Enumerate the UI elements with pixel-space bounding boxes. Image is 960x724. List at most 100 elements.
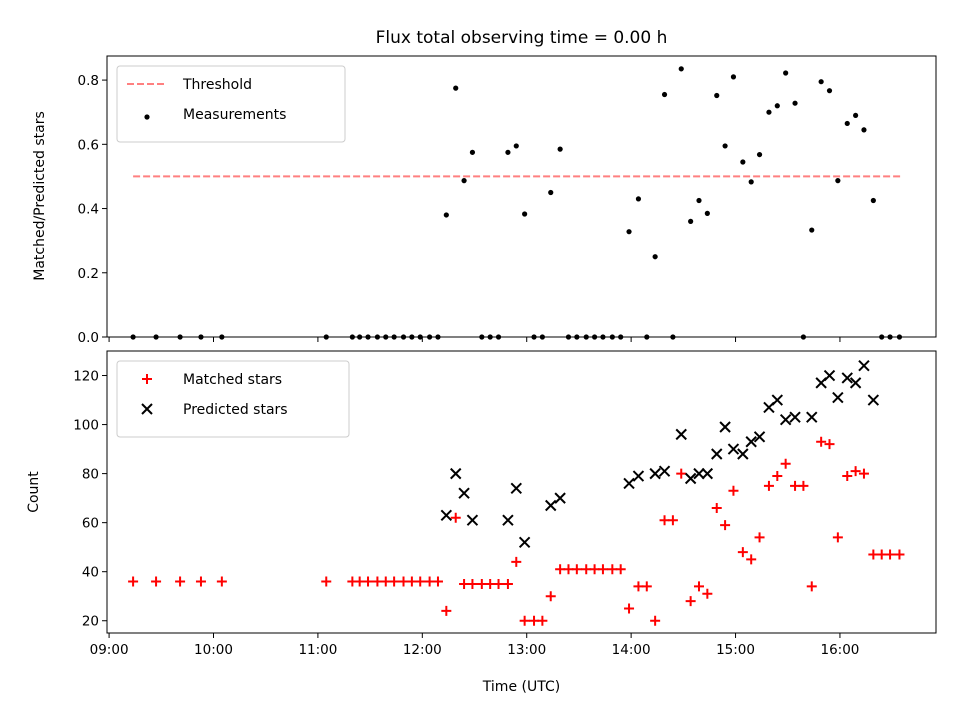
measurement-point xyxy=(730,74,737,80)
x-tick-label: 16:00 xyxy=(820,642,859,658)
matched-star-point xyxy=(406,576,417,587)
matched-star-point xyxy=(894,549,905,560)
matched-star-point xyxy=(363,576,374,587)
matched-star-point xyxy=(415,576,426,587)
matched-star-point xyxy=(824,439,835,450)
predicted-star-point xyxy=(502,514,514,526)
measurement-point xyxy=(835,178,841,184)
matched-star-point xyxy=(476,578,487,589)
matched-star-point xyxy=(589,564,600,575)
predicted-star-point xyxy=(789,411,801,423)
matched-star-point xyxy=(842,471,853,482)
measurement-point xyxy=(740,159,746,165)
matched-star-point xyxy=(858,468,869,479)
legend-measurement-swatch xyxy=(144,114,150,120)
x-tick-label: 10:00 xyxy=(194,642,233,658)
x-tick-label: 14:00 xyxy=(612,642,651,658)
measurement-point xyxy=(652,254,658,260)
matched-star-point xyxy=(607,564,618,575)
measurement-point xyxy=(722,143,728,149)
matched-star-point xyxy=(485,578,496,589)
matched-star-point xyxy=(754,532,765,543)
legend-matched-swatch xyxy=(142,374,152,384)
predicted-star-point xyxy=(858,360,870,372)
matched-star-point xyxy=(832,532,843,543)
measurement-point xyxy=(756,151,763,158)
bottom-panel: 20 40 60 80 100 120 09:00 10:00 11:00 12:00 13:00 1… xyxy=(73,350,937,658)
bottom-y-axis-label: Count xyxy=(26,471,42,513)
predicted-star-point xyxy=(823,369,836,382)
matched-star-point xyxy=(511,556,522,567)
predicted-star-point xyxy=(466,514,479,526)
legend-label: Predicted stars xyxy=(183,402,288,418)
legend-label: Threshold xyxy=(182,77,252,93)
measurement-point xyxy=(688,218,694,224)
measurement-point xyxy=(661,91,668,98)
measurement-point xyxy=(704,210,710,216)
matched-star-point xyxy=(693,581,704,592)
measurement-point xyxy=(453,85,459,91)
x-tick-label: 09:00 xyxy=(90,642,129,658)
matched-star-point xyxy=(195,576,206,587)
measurement-point xyxy=(818,79,824,85)
bottom-y-tick-label: 60 xyxy=(82,516,99,532)
matched-star-point xyxy=(650,615,661,626)
matched-star-point xyxy=(850,466,861,477)
matched-star-point xyxy=(885,549,896,560)
legend-predicted-swatch xyxy=(141,403,153,415)
predicted-star-point xyxy=(649,467,661,480)
matched-star-point xyxy=(633,581,644,592)
matched-star-point xyxy=(563,564,574,575)
measurement-point xyxy=(748,179,754,185)
measurement-point xyxy=(635,196,642,202)
matched-star-point xyxy=(728,485,739,496)
matched-star-point xyxy=(720,520,731,531)
measurement-point xyxy=(513,143,519,149)
predicted-star-point xyxy=(545,499,557,512)
matched-star-point xyxy=(467,578,478,589)
measurement-point xyxy=(844,120,850,127)
measurement-point xyxy=(714,92,720,99)
bottom-y-tick-label: 120 xyxy=(73,369,99,385)
matched-star-point xyxy=(441,605,452,616)
matched-star-point xyxy=(380,576,391,587)
matched-star-point xyxy=(450,512,461,523)
matched-star-point xyxy=(615,564,626,575)
measurement-point xyxy=(783,70,789,76)
measurement-point xyxy=(861,127,867,133)
predicted-star-point xyxy=(632,470,645,482)
matched-star-point xyxy=(790,480,801,491)
bottom-y-tick-label: 40 xyxy=(82,565,99,581)
matched-star-point xyxy=(702,588,713,599)
top-y-tick-label: 0.8 xyxy=(78,73,99,89)
predicted-star-point xyxy=(832,391,844,404)
measurement-point xyxy=(678,66,684,72)
measurement-point xyxy=(809,227,815,233)
bottom-axes-frame xyxy=(106,350,937,634)
predicted-star-point xyxy=(554,492,566,504)
matched-star-point xyxy=(555,564,566,575)
matched-star-point xyxy=(151,576,162,587)
matched-star-point xyxy=(581,564,592,575)
matched-star-point xyxy=(685,596,696,607)
matched-star-point xyxy=(597,564,608,575)
matched-star-point xyxy=(667,515,678,526)
matched-star-point xyxy=(502,578,513,589)
predicted-star-point xyxy=(849,377,862,389)
measurement-point xyxy=(443,212,449,218)
matched-star-point xyxy=(519,615,530,626)
matched-star-point xyxy=(459,578,470,589)
predicted-star-point xyxy=(510,482,522,495)
matched-star-point xyxy=(529,615,540,626)
predicted-star-point xyxy=(806,411,818,423)
matched-star-point xyxy=(372,576,383,587)
measurement-point xyxy=(548,189,554,196)
x-tick-label: 11:00 xyxy=(298,642,337,658)
predicted-star-point xyxy=(867,394,880,406)
top-axes-frame xyxy=(106,55,937,338)
matched-star-point xyxy=(711,502,722,513)
top-y-tick-label: 0.0 xyxy=(78,330,99,346)
predicted-star-point xyxy=(658,465,671,477)
predicted-star-point xyxy=(771,394,784,406)
